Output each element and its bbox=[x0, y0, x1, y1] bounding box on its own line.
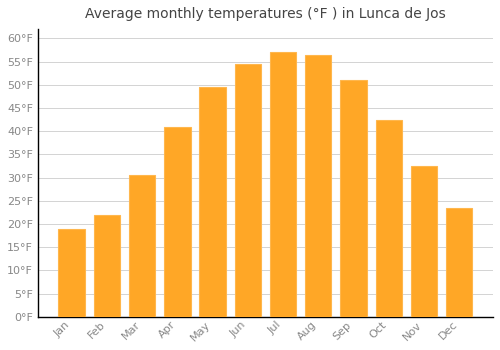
Bar bbox=[164, 127, 190, 317]
Bar bbox=[410, 166, 437, 317]
Bar bbox=[200, 87, 226, 317]
Bar bbox=[234, 64, 261, 317]
Bar bbox=[376, 120, 402, 317]
Bar bbox=[58, 229, 85, 317]
Title: Average monthly temperatures (°F ) in Lunca de Jos: Average monthly temperatures (°F ) in Lu… bbox=[85, 7, 446, 21]
Bar bbox=[270, 52, 296, 317]
Bar bbox=[94, 215, 120, 317]
Bar bbox=[340, 80, 366, 317]
Bar bbox=[446, 208, 472, 317]
Bar bbox=[305, 55, 332, 317]
Bar bbox=[129, 175, 156, 317]
